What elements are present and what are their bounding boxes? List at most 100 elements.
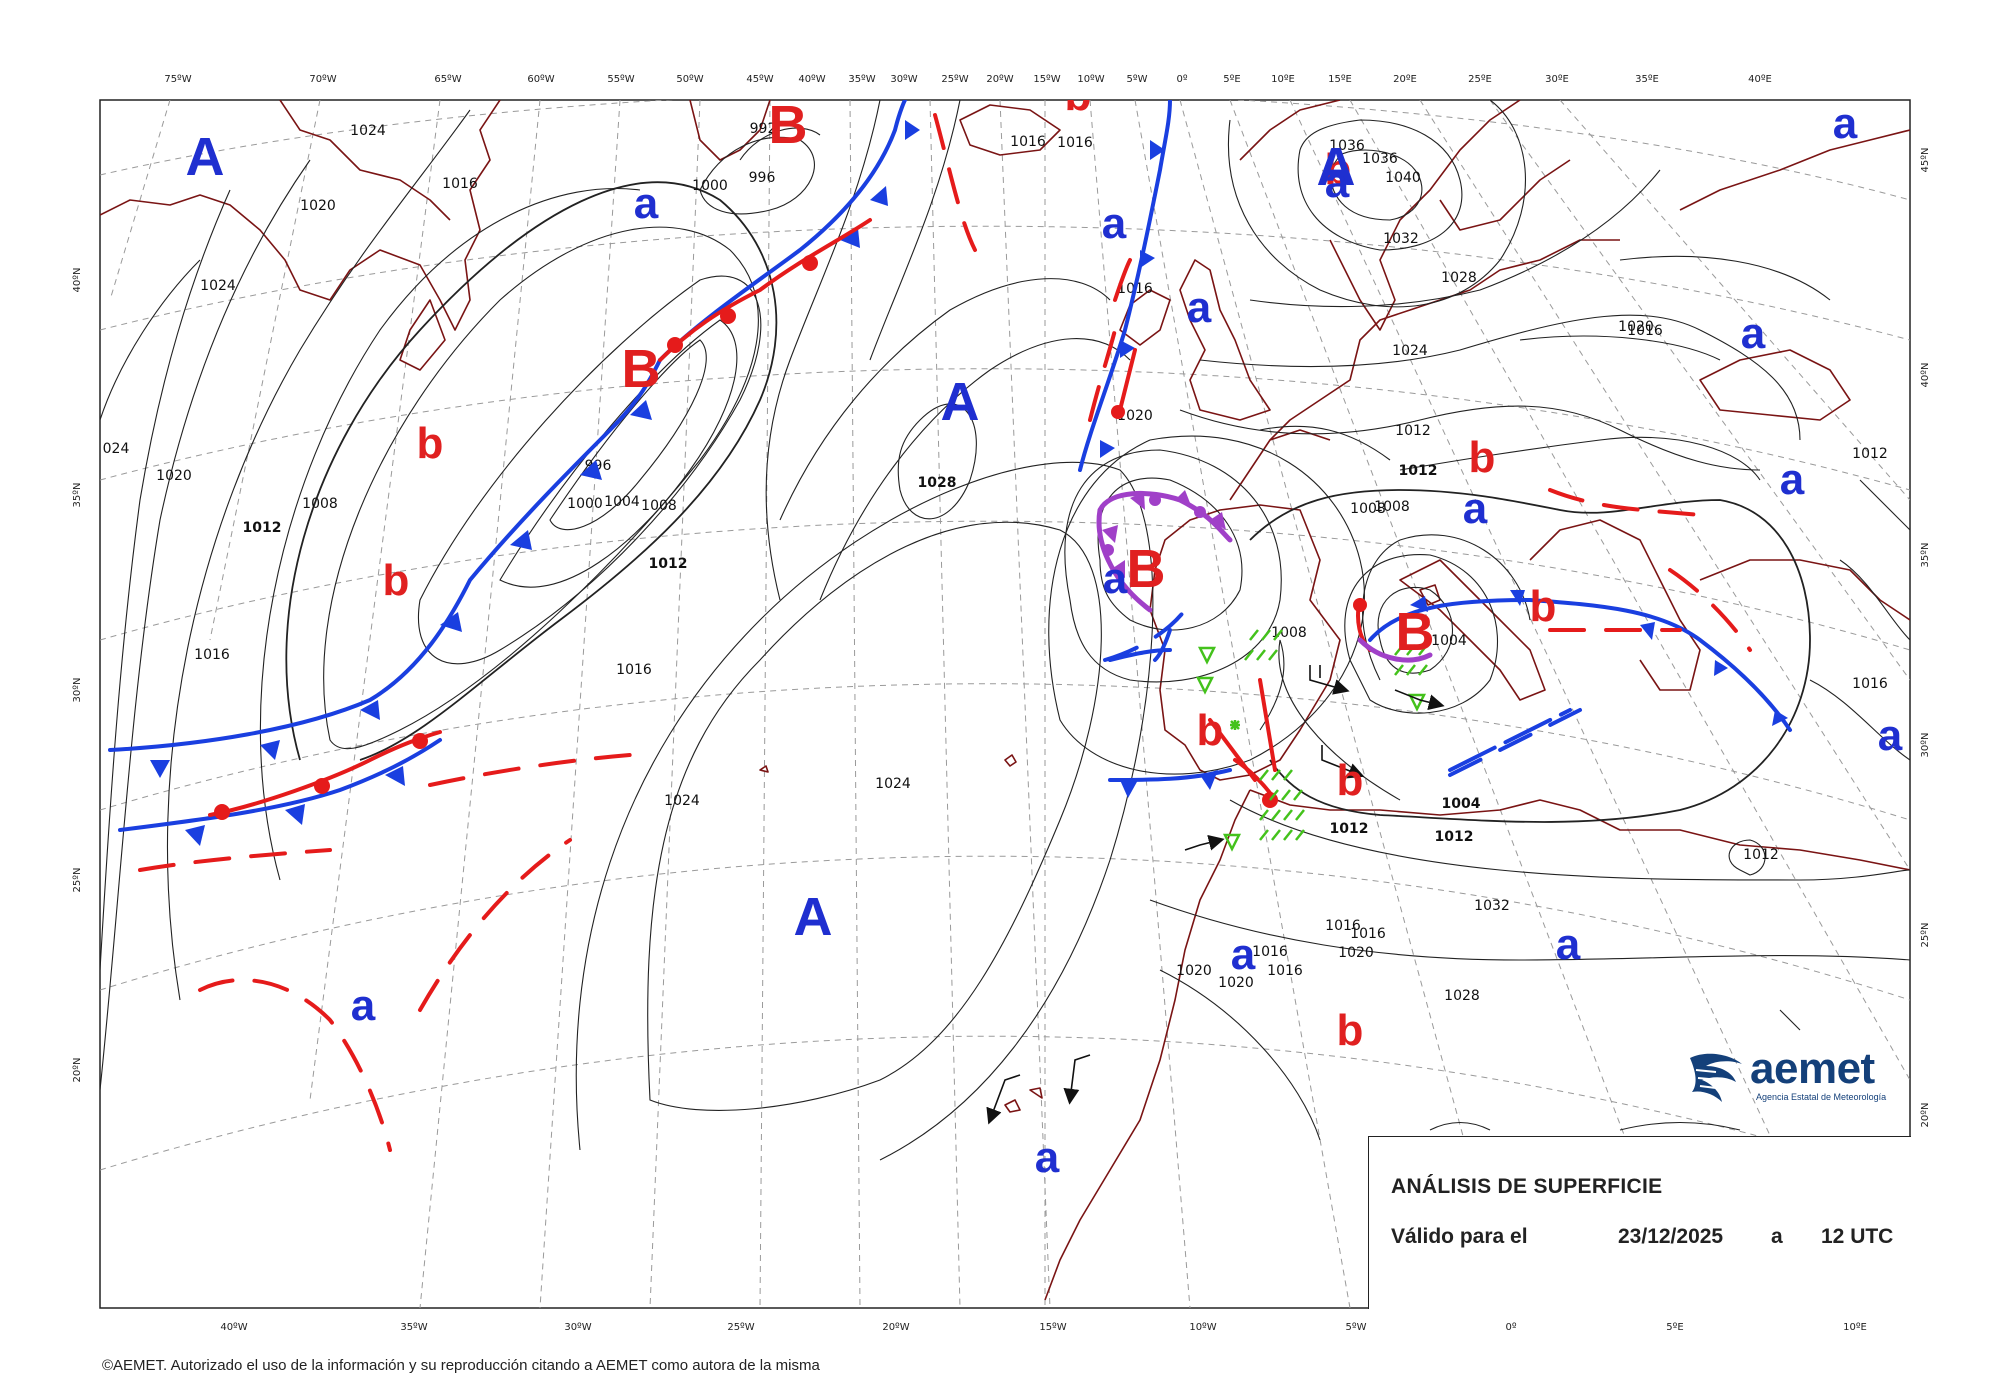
longitude-label-bottom: 0º [1505, 1322, 1516, 1333]
isobar-label: 024 [103, 441, 130, 457]
isobar-label: 1024 [664, 793, 700, 809]
analysis-info-box: ANÁLISIS DE SUPERFICIE Válido para el 23… [1368, 1136, 1911, 1309]
latitude-label-right: 45ºN [1920, 148, 1931, 173]
latitude-label-right: 20ºN [1920, 1103, 1931, 1128]
pressure-centre-high: A [186, 127, 225, 187]
pressure-centre-low: b [1197, 706, 1224, 755]
isobar-label: 1020 [1618, 319, 1654, 335]
pressure-centre-high: a [351, 981, 376, 1030]
longitude-label-top: 5ºW [1127, 74, 1148, 85]
longitude-label-top: 75ºW [164, 74, 191, 85]
longitude-label-top: 15ºE [1328, 74, 1352, 85]
aemet-logo-subtitle: Agencia Estatal de Meteorología [1756, 1092, 1887, 1102]
isobar-label: 1012 [1743, 847, 1779, 863]
pressure-centre-low: b [417, 419, 444, 468]
pressure-centre-high: a [634, 179, 659, 228]
isobar-label: 1020 [300, 198, 336, 214]
longitude-label-bottom: 10ºW [1189, 1322, 1216, 1333]
isobar-label: 1016 [1325, 918, 1361, 934]
isobar-label: 1016 [1267, 963, 1303, 979]
coastlines [100, 100, 1910, 1301]
pressure-centre-high: a [1463, 484, 1488, 533]
cold-fronts [108, 100, 1792, 832]
isobar-label: 1020 [156, 468, 192, 484]
longitude-label-top: 45ºW [746, 74, 773, 85]
bottom-longitude-labels: 40ºW 35ºW 30ºW 25ºW 20ºW 15ºW 10ºW 5ºW 0º 5ºE 10ºE [220, 1322, 1867, 1333]
longitude-label-top: 50ºW [676, 74, 703, 85]
isobar-label: 1008 [1350, 501, 1386, 517]
isobar-label: 1016 [616, 662, 652, 678]
isobar-label: 1000 [567, 496, 603, 512]
longitude-label-bottom: 15ºW [1039, 1322, 1066, 1333]
pressure-centre-high: a [1103, 554, 1128, 603]
isobar-label: 996 [749, 170, 776, 186]
isobar-label: 1024 [350, 123, 386, 139]
isobar-label: 1016 [1627, 323, 1663, 339]
longitude-label-top: 25ºE [1468, 74, 1492, 85]
valid-time: 12 UTC [1821, 1225, 1894, 1248]
occlusion-pips [1102, 490, 1226, 578]
pressure-centre-high: a [1780, 455, 1805, 504]
latitude-label-left: 20ºN [72, 1058, 83, 1083]
pressure-centre-low: b [1337, 1006, 1364, 1055]
isobar-label: 1012 [1330, 821, 1369, 837]
isobar-label: 1012 [649, 556, 688, 572]
isobar-label: 1016 [1852, 676, 1888, 692]
pressure-centre-low: B [1396, 602, 1435, 662]
pressure-centre-high: a [1231, 930, 1256, 979]
latitude-label-right: 25ºN [1920, 923, 1931, 948]
troughs [138, 113, 1752, 1152]
isobar-label: 1016 [1010, 134, 1046, 150]
isobar-label: 1024 [200, 278, 236, 294]
isobar-label: 1032 [1474, 898, 1510, 914]
cold-troughs [1103, 608, 1582, 777]
isobar-label: 1016 [1350, 926, 1386, 942]
longitude-label-bottom: 40ºW [220, 1322, 247, 1333]
pressure-centre-high: a [1325, 158, 1350, 207]
isobar-label: 1008 [1271, 625, 1307, 641]
aemet-logo: aemet Agencia Estatal de Meteorología [1686, 1044, 1910, 1110]
longitude-label-top: 60ºW [527, 74, 554, 85]
copyright-notice: ©AEMET. Autorizado el uso de la informac… [102, 1357, 820, 1374]
longitude-label-top: 10ºW [1077, 74, 1104, 85]
isobar-label: 1028 [918, 475, 957, 491]
longitude-label-top: 40ºW [798, 74, 825, 85]
aemet-logo-icon [1690, 1053, 1742, 1102]
isobar-label: 1004 [1431, 633, 1467, 649]
pressure-centre-low: B [1127, 539, 1166, 599]
precipitation-symbols [1195, 629, 1428, 852]
isobar-label: 1036 [1362, 151, 1398, 167]
aemet-logo-text: aemet [1750, 1044, 1875, 1093]
longitude-label-top: 15ºW [1033, 74, 1060, 85]
isobar-label: 1012 [1435, 829, 1474, 845]
isobar-label: 1040 [1385, 170, 1421, 186]
pressure-centre-low: B [769, 95, 808, 155]
isobar-label: 1020 [1117, 408, 1153, 424]
longitude-label-bottom: 20ºW [882, 1322, 909, 1333]
isobar-label: 1008 [1374, 499, 1410, 515]
isobar-labels: 1024102010161024024102010121008101610041… [103, 121, 1888, 1004]
longitude-label-top: 10ºE [1271, 74, 1295, 85]
isobar-label: 1020 [1218, 975, 1254, 991]
right-latitude-labels: 45ºN 40ºN 35ºN 30ºN 25ºN 20ºN [1920, 148, 1931, 1128]
isobar-label: 1028 [1441, 270, 1477, 286]
valid-at: a [1771, 1225, 1783, 1248]
longitude-label-top: 20ºE [1393, 74, 1417, 85]
longitude-label-bottom: 30ºW [564, 1322, 591, 1333]
isobar-label: 1012 [1395, 423, 1431, 439]
pressure-centre-low: b [383, 556, 410, 605]
isobar-label: 1008 [302, 496, 338, 512]
latitude-label-left: 25ºN [72, 868, 83, 893]
pressure-centre-high: a [1187, 283, 1212, 332]
latitude-label-right: 30ºN [1920, 733, 1931, 758]
top-longitude-labels: 75ºW 70ºW 65ºW 60ºW 55ºW 50ºW 45ºW 40ºW 35ºW 30ºW… [164, 74, 1772, 85]
longitude-label-top: 40ºE [1748, 74, 1772, 85]
latitude-label-left: 35ºN [72, 483, 83, 508]
longitude-label-top: 30ºW [890, 74, 917, 85]
isobar-label: 1016 [1057, 135, 1093, 151]
isobar-label: 1020 [1338, 945, 1374, 961]
isobars [100, 100, 1910, 1161]
isobar-label: 1024 [875, 776, 911, 792]
